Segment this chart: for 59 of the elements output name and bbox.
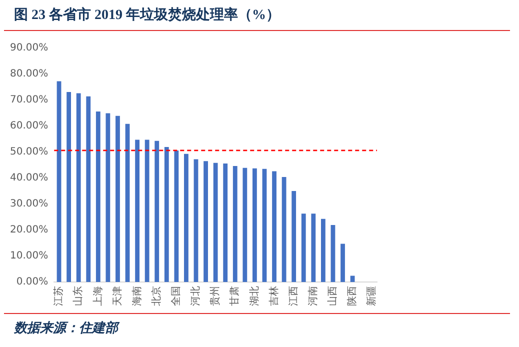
- bar: [194, 159, 198, 282]
- x-tick-label: 新疆: [366, 286, 378, 306]
- y-tick-label: 70.00%: [10, 94, 48, 106]
- bar: [204, 161, 208, 282]
- bar: [144, 140, 150, 282]
- y-tick-label: 90.00%: [10, 42, 48, 54]
- x-tick-label: 北京: [150, 286, 162, 306]
- bar: [174, 150, 179, 282]
- bar: [301, 214, 306, 282]
- bar: [330, 225, 336, 282]
- y-tick-label: 60.00%: [10, 120, 48, 132]
- bar: [292, 191, 296, 282]
- bar: [116, 116, 120, 282]
- y-tick-label: 80.00%: [10, 68, 48, 80]
- y-tick-label: 30.00%: [10, 198, 48, 210]
- x-tick-label: 上海: [92, 286, 104, 306]
- bar: [282, 176, 286, 282]
- bar: [213, 162, 218, 282]
- x-tick-label: 天津: [111, 286, 124, 306]
- x-tick-label: 甘肃: [228, 286, 241, 306]
- chart-title: 图 23 各省市 2019 年垃圾焚烧处理率（%）: [4, 6, 510, 31]
- bar: [252, 168, 257, 282]
- bar: [66, 92, 72, 282]
- bar: [184, 154, 188, 282]
- y-tick-label: 50.00%: [10, 146, 48, 158]
- x-tick-label: 山东: [72, 286, 84, 306]
- x-tick-label: 湖北: [248, 286, 260, 306]
- bar: [242, 168, 248, 282]
- bar: [86, 96, 91, 282]
- x-tick-label: 江西: [287, 286, 300, 306]
- bar: [96, 111, 100, 282]
- x-tick-label: 江苏: [52, 286, 65, 306]
- bar: [56, 81, 62, 282]
- bar: [125, 124, 130, 282]
- x-tick-label: 山西: [326, 286, 339, 306]
- bar: [311, 214, 316, 282]
- bar: [76, 93, 81, 282]
- y-tick-label: 10.00%: [10, 250, 48, 262]
- bar: [262, 168, 267, 282]
- x-tick-label: 陕西: [346, 286, 358, 306]
- bar: [135, 140, 140, 282]
- bar: [272, 171, 276, 282]
- bar: [106, 113, 110, 282]
- bar: [320, 218, 326, 282]
- bar: [164, 147, 169, 282]
- y-tick-label: 0.00%: [16, 276, 48, 288]
- bar: [154, 140, 160, 282]
- bar: [223, 163, 228, 282]
- x-tick-label: 河北: [190, 286, 202, 306]
- y-tick-label: 20.00%: [10, 224, 48, 236]
- x-tick-label: 海南: [130, 286, 143, 306]
- source-note: 数据来源：住建部: [4, 313, 510, 337]
- bar: [232, 166, 238, 282]
- y-tick-label: 40.00%: [10, 172, 48, 184]
- x-tick-label: 吉林: [268, 286, 280, 306]
- x-tick-label: 河南: [307, 286, 319, 306]
- x-tick-label: 贵州: [209, 286, 222, 306]
- bar: [340, 244, 345, 282]
- x-tick-label: 全国: [170, 286, 182, 306]
